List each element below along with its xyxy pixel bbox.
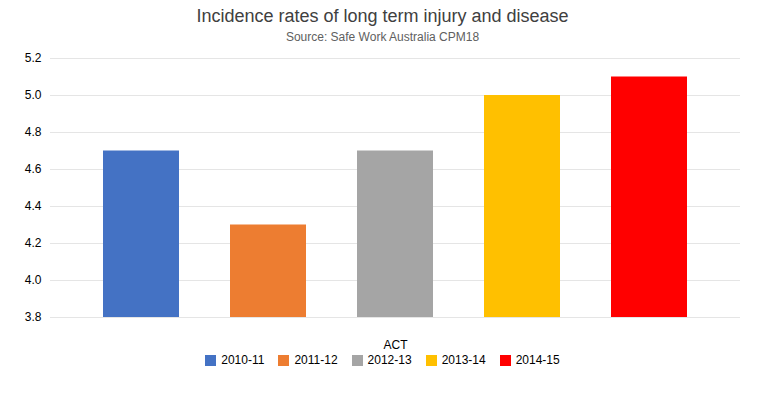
svg-text:4.0: 4.0 (25, 273, 42, 287)
html-text:Incidence rates of long term i: Incidence rates of long term injury and … (196, 6, 569, 26)
svg-text:5.0: 5.0 (25, 88, 42, 102)
svg-text:4.2: 4.2 (25, 236, 42, 250)
svg-text:ACT: ACT (384, 338, 409, 352)
svg-text:5.2: 5.2 (25, 51, 42, 65)
html-text:2012-13: 2012-13 (367, 353, 412, 367)
svg-text:3.8: 3.8 (25, 310, 42, 324)
svg-text:4.6: 4.6 (25, 162, 42, 176)
html-text:Source: Safe Work Australia CP: Source: Safe Work Australia CPM18 (285, 30, 480, 44)
svg-text:4.8: 4.8 (25, 125, 42, 139)
html-text:2013-14: 2013-14 (441, 353, 486, 367)
svg-text:4.4: 4.4 (25, 199, 42, 213)
html-text:2014-15: 2014-15 (515, 353, 560, 367)
html-text:2010-11: 2010-11 (221, 353, 265, 367)
html-text:2011-12: 2011-12 (294, 353, 338, 367)
